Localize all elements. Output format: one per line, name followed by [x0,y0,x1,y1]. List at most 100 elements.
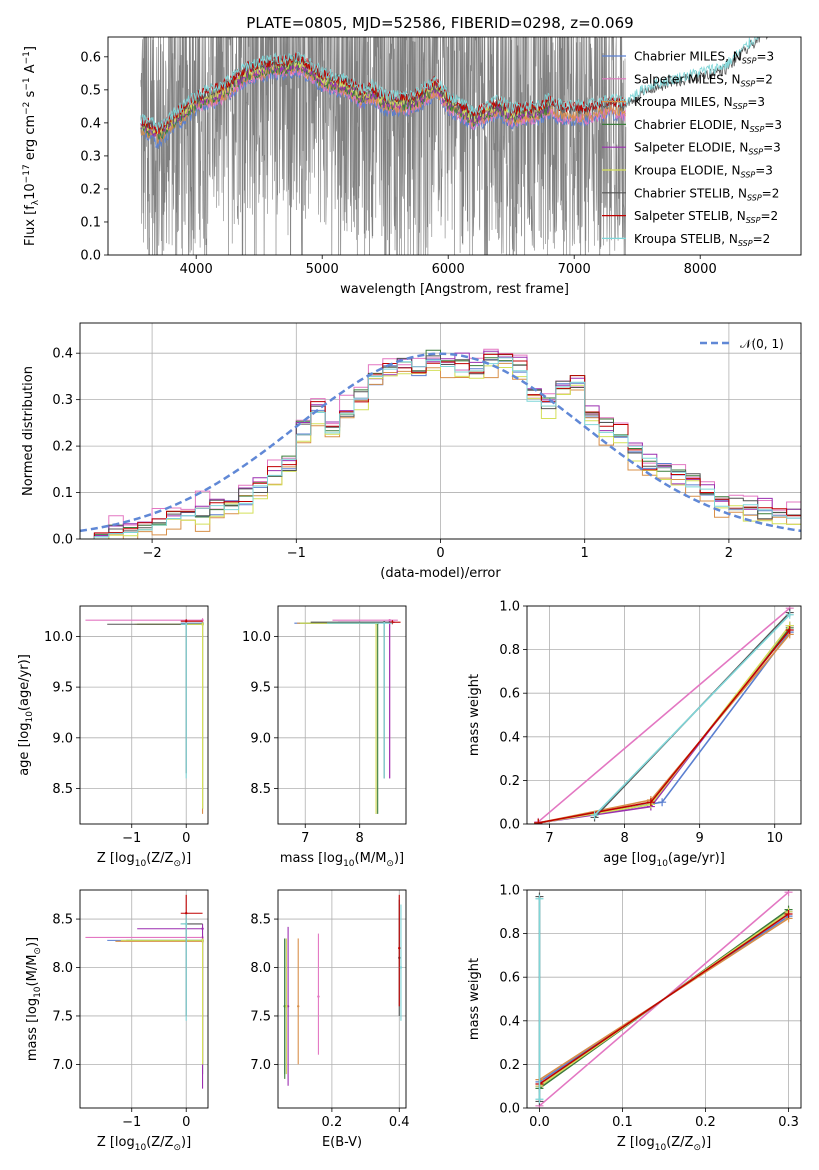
series-line [537,607,791,823]
series-marker [646,798,655,807]
plot-area [140,37,768,255]
label-part: λ [31,199,41,205]
legend: 𝒩(0, 1) [700,337,784,351]
y-tick-label: 0.1 [52,486,73,501]
x-tick-label: 0.3 [778,1115,799,1130]
label-part: 10 [33,986,43,998]
label-part: )] [701,1135,711,1150]
y-tick-label: 0.6 [80,50,101,65]
point-salpeter-elodie [337,621,396,779]
series-marker [784,909,793,918]
point-marker [383,622,386,625]
legend-label-suffix: =2 [753,232,771,246]
legend-label-suffix: =3 [763,141,781,155]
legend-label: Kroupa MILES, NSSP=3 [634,95,765,111]
y-tick-label: 8.5 [52,782,73,797]
y-tick-label: 0.1 [80,215,101,230]
spectrum-data-line [140,37,627,255]
x-tick-label: 0.2 [322,1115,343,1130]
x-axis-label: Z [log10(Z/Z⊙)] [617,1135,711,1153]
y-tick-label: 0.4 [52,347,73,362]
legend-label-main: Chabrier ELODIE, N [634,118,750,132]
legend-label: Chabrier STELIB, NSSP=2 [634,186,779,202]
panels-layer: 4000 5000 6000 7000 80000.00.10.20.30.40.50.… [17,36,802,1153]
point-kroupa-miles [297,622,378,814]
label-part: ⊙ [33,947,43,955]
point-marker [388,618,391,622]
panel-spectrum: 4000 5000 6000 7000 8000 0.0 0.1 0.2 0.3 0.4 0.5 0.… [22,36,802,297]
series-marker [785,610,794,619]
point-marker [185,623,188,626]
legend-label-main: Salpeter MILES, N [634,72,741,86]
plot-area [294,618,401,814]
label-part: )] [181,1135,191,1150]
y-axis-label: mass weight [467,958,482,1040]
point-kroupa-stelib [180,622,188,779]
y-tick-label: 7.0 [52,1058,73,1073]
point-kroupa-stelib [180,914,188,1021]
axes-frame [79,889,209,1109]
point-salpeter-elodie [137,923,204,1089]
point-salpeter-elodie [286,926,290,1086]
x-tick-label: 0.0 [529,1115,550,1130]
legend-entry-salpeter-stelib: Salpeter STELIB, NSSP=2 [602,209,778,225]
plot-area [85,618,204,814]
label-part: ] [23,46,38,51]
point-kroupa-elodie [120,938,204,1065]
label-part: 10 [655,1143,667,1153]
label-part: mass [log [25,998,40,1061]
x-tick-label: −2 [143,546,162,561]
x-tick-label: 5000 [306,262,339,277]
legend-label: Chabrier MILES, NSSP=3 [634,50,774,66]
legend-label-sub: SSP [741,171,756,180]
series-line [538,627,791,824]
point-marker [201,623,204,626]
point-kroupa-miles [137,622,204,814]
point-marker [399,966,403,969]
x-tick-label: 0.1 [612,1115,633,1130]
series-line [538,629,791,824]
axes-frame [277,605,407,825]
model-line-kroupa-stelib [140,37,761,132]
label-part: Z [log [617,1135,655,1150]
legend-entry-kroupa-stelib: Kroupa STELIB, NSSP=2 [602,232,770,248]
label-part: (data-model)/error [380,566,501,581]
y-tick-label: 0.8 [499,643,520,658]
plot-area [283,894,403,1086]
point-chabrier-stelib [310,621,393,779]
label-part: Z [log [97,1135,135,1150]
label-part: )] [25,937,40,947]
series-marker [784,890,793,897]
y-tick-label: 0.6 [499,971,520,986]
label-part: −1 [22,77,32,90]
label-part: ⊙ [693,1143,701,1153]
series-kroupa-elodie [534,621,794,824]
axes-frame [79,322,802,540]
legend-entry-chabrier-stelib: Chabrier STELIB, NSSP=2 [602,186,779,202]
series-line [538,625,791,824]
y-tick-label: 0.0 [499,818,520,833]
series-salpeter-miles [534,606,794,824]
y-tick-label: 0.0 [80,249,101,264]
label-part: s [23,90,38,101]
point-marker [185,620,188,623]
label-part: ⊙ [386,859,394,869]
y-tick-label: 0.3 [80,149,101,164]
y-tick-label: 0.0 [499,1102,520,1117]
label-part: mass weight [467,674,482,756]
y-tick-label: 8.5 [52,913,73,928]
y-tick-label: 10.0 [44,630,73,645]
legend-label-suffix: =2 [760,209,778,223]
point-marker [398,946,401,950]
x-tick-label: 9 [696,831,704,846]
legend-label-sub: SSP [748,148,763,157]
x-axis-label: age [log10(age/yr)] [603,851,725,869]
y-tick-label: 7.5 [250,1009,271,1024]
label-part: (M/M [355,851,387,866]
y-tick-label: 8.5 [250,782,271,797]
label-part: 10 [25,711,35,723]
axes-frame [526,889,802,1109]
point-marker [201,927,204,930]
legend-label-suffix: =3 [747,95,765,109]
model-line-kroupa-elodie [140,56,550,135]
